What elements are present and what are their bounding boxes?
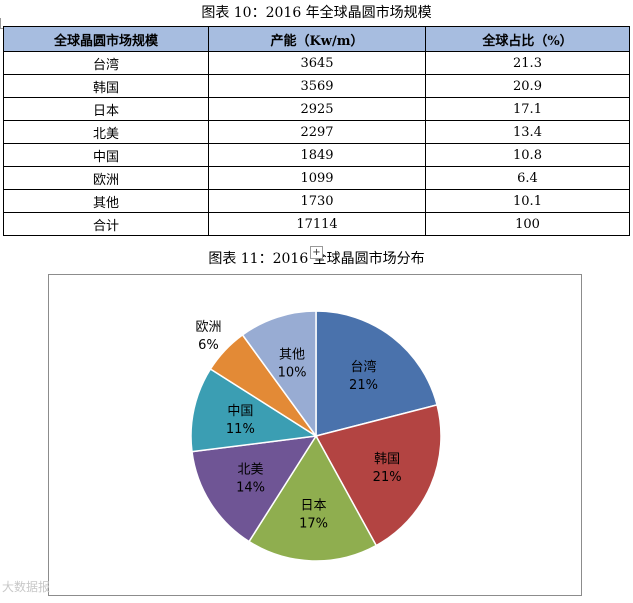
cell-region: 日本 (3, 97, 209, 121)
cell-region: 中国 (3, 143, 209, 167)
cell-share: 17.1 (425, 97, 630, 121)
cell-share: 21.3 (425, 51, 630, 75)
slice-percent-label: 14% (236, 481, 265, 496)
table-row: 日本 2925 17.1 (3, 97, 630, 121)
slice-category-label: 韩国 (374, 452, 400, 467)
cell-share: 10.1 (425, 189, 630, 213)
slice-category-label: 日本 (301, 498, 327, 513)
cell-share: 6.4 (425, 166, 630, 190)
cell-region: 合计 (3, 212, 209, 236)
table-row: 北美 2297 13.4 (3, 120, 630, 144)
chart-frame: 台湾 21% 韩国 21% 日本 17% 北美 14% 中国 11% 欧洲 6% 其他 10% (48, 274, 582, 596)
slice-category-label: 其他 (279, 347, 305, 362)
slice-category-label: 欧洲 (195, 320, 221, 335)
cell-capacity: 1849 (208, 143, 426, 167)
slice-category-label: 台湾 (350, 359, 376, 375)
cell-region: 其他 (3, 189, 209, 213)
cell-share: 20.9 (425, 74, 630, 98)
pie-slice (241, 310, 317, 439)
table-row: 欧洲 1099 6.4 (3, 166, 630, 190)
cell-capacity: 1730 (208, 189, 426, 213)
cell-share: 13.4 (425, 120, 630, 144)
slice-category-label: 北美 (238, 463, 264, 478)
slice-percent-label: 21% (349, 378, 378, 393)
table-row: 合计 17114 100 (3, 212, 630, 236)
table-row: 韩国 3569 20.9 (3, 74, 630, 98)
table-row: 中国 1849 10.8 (3, 143, 630, 167)
slice-category-label: 中国 (227, 404, 253, 419)
move-handle[interactable]: + (310, 246, 323, 259)
slice-percent-label: 10% (278, 365, 307, 380)
pie-slice (191, 435, 318, 543)
slice-percent-label: 17% (299, 516, 328, 531)
header-share: 全球占比（%） (425, 26, 630, 52)
header-region: 全球晶圆市场规模 (3, 26, 209, 52)
header-capacity: 产能（Kw/m） (208, 26, 426, 52)
table-header-row: 全球晶圆市场规模 产能（Kw/m） 全球占比（%） (3, 26, 630, 52)
cell-capacity: 2297 (208, 120, 426, 144)
cell-capacity: 3569 (208, 74, 426, 98)
table-row: 其他 1730 10.1 (3, 189, 630, 213)
cell-capacity: 2925 (208, 97, 426, 121)
cell-region: 韩国 (3, 74, 209, 98)
cell-capacity: 17114 (208, 212, 426, 236)
pie-slice (315, 310, 438, 437)
table-caption: 图表 10：2016 年全球晶圆市场规模 (201, 5, 432, 21)
table-row: 台湾 3645 21.3 (3, 51, 630, 75)
slice-percent-label: 21% (373, 470, 402, 485)
slice-percent-label: 11% (226, 422, 255, 437)
cell-share: 100 (425, 212, 630, 236)
pie-slice (190, 367, 319, 453)
watermark: 大数据报 (2, 580, 51, 594)
chart-caption: 图表 11：2016 全球晶圆市场分布 (208, 251, 425, 267)
cell-region: 欧洲 (3, 166, 209, 190)
cell-capacity: 3645 (208, 51, 426, 75)
cell-share: 10.8 (425, 143, 630, 167)
cell-region: 北美 (3, 120, 209, 144)
market-table: 全球晶圆市场规模 产能（Kw/m） 全球占比（%） 台湾 3645 21.3 韩国 35… (3, 26, 630, 236)
pie-slice (314, 404, 442, 547)
pie-slice (247, 434, 378, 562)
cell-region: 台湾 (3, 51, 209, 75)
slice-percent-label: 6% (198, 338, 219, 353)
pie-chart: 台湾 21% 韩国 21% 日本 17% 北美 14% 中国 11% 欧洲 6% 其他 10% (190, 310, 442, 562)
cell-capacity: 1099 (208, 166, 426, 190)
